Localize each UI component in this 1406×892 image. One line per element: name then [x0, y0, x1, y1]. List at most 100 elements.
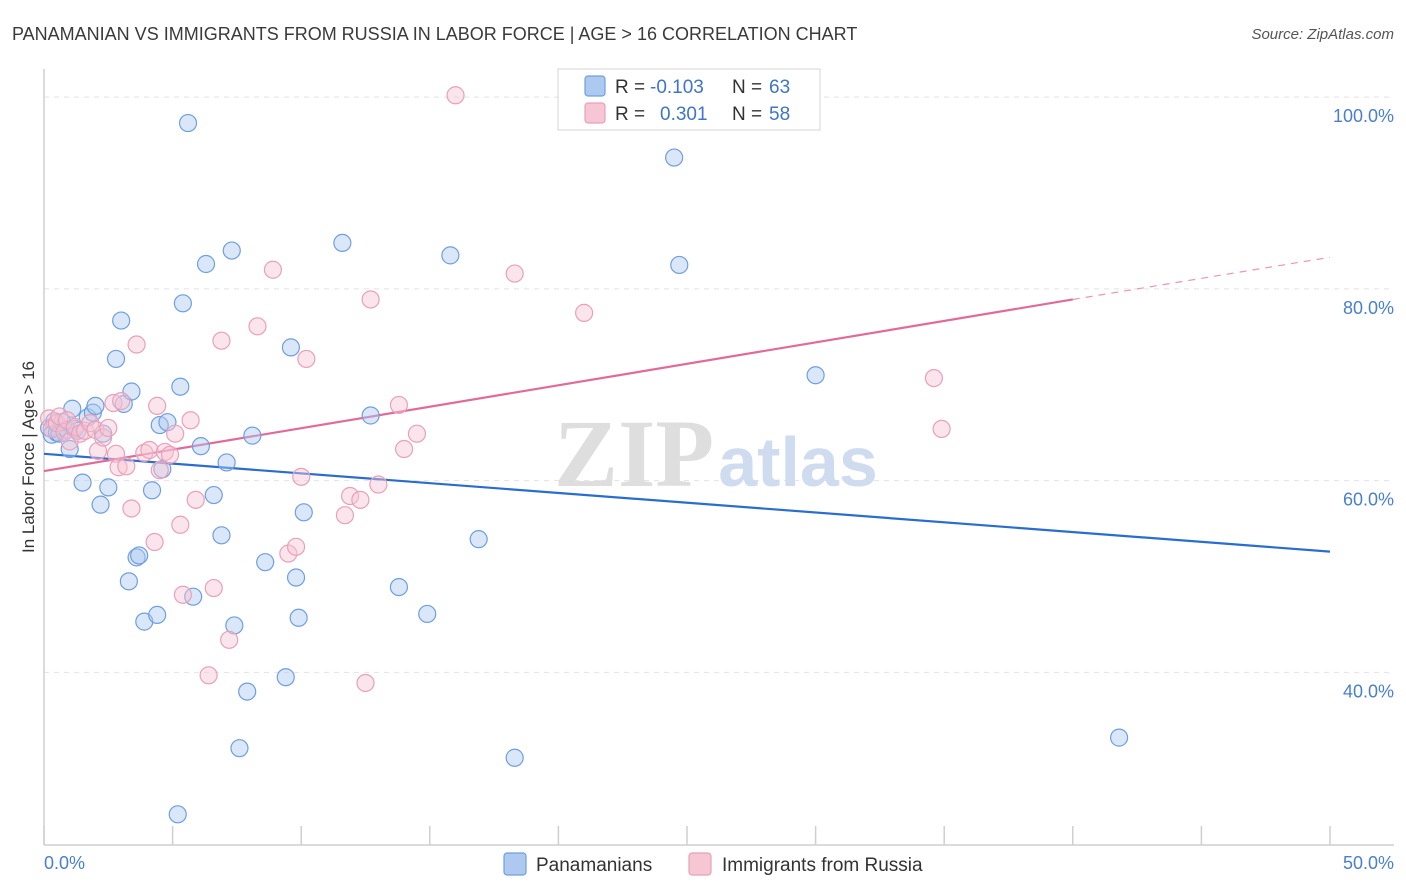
point-series-1-4 — [55, 422, 74, 441]
point-series-0-59 — [670, 255, 689, 275]
point-series-0-57 — [505, 748, 524, 767]
y-axis-label: In Labor Force | Age > 16 — [19, 361, 38, 553]
point-series-1-24 — [145, 532, 164, 552]
trend-line-extension-series-1 — [1072, 256, 1331, 301]
point-series-1-36 — [212, 331, 231, 350]
point-series-1-26 — [150, 461, 169, 480]
legend-r-value-russia: 0.301 — [660, 104, 708, 125]
watermark: ZIP atlas — [554, 400, 878, 507]
point-series-0-22 — [127, 548, 146, 567]
point-series-1-57 — [932, 419, 951, 439]
bottom-legend-label-russia: Immigrants from Russia — [722, 855, 923, 876]
point-series-1-48 — [361, 290, 380, 309]
point-series-0-60 — [806, 366, 825, 385]
point-series-0-30 — [168, 805, 187, 824]
point-series-1-13 — [94, 428, 113, 447]
point-series-0-18 — [112, 311, 131, 330]
point-series-0-25 — [142, 481, 162, 500]
point-series-1-46 — [351, 490, 370, 509]
point-series-0-46 — [276, 668, 295, 687]
trend-line-series-0 — [43, 452, 1331, 553]
chart-source: Source: ZipAtlas.com — [1251, 26, 1394, 43]
point-series-0-56 — [469, 530, 488, 549]
point-series-1-52 — [407, 424, 427, 443]
point-series-1-19 — [117, 457, 136, 476]
legend-swatch-panamanians — [584, 75, 606, 97]
point-series-1-12 — [88, 441, 108, 461]
point-series-1-23 — [140, 440, 159, 460]
point-series-0-55 — [441, 246, 460, 265]
point-series-0-52 — [361, 406, 380, 425]
point-series-0-51 — [333, 233, 352, 253]
point-series-1-30 — [171, 515, 190, 534]
x-axis-ticks — [43, 826, 1331, 845]
point-series-1-22 — [135, 443, 154, 462]
point-series-1-50 — [389, 395, 409, 415]
point-series-0-10 — [73, 473, 92, 492]
point-series-1-45 — [340, 486, 360, 506]
trend-lines — [43, 256, 1331, 553]
y-tick-label-100: 100.0% — [1333, 106, 1394, 126]
point-series-1-29 — [166, 424, 185, 443]
x-tick-label-max: 50.0% — [1343, 853, 1394, 873]
point-series-1-42 — [292, 467, 311, 486]
point-series-1-55 — [575, 303, 594, 322]
point-series-0-31 — [171, 377, 190, 396]
point-series-0-54 — [418, 604, 437, 624]
point-series-0-13 — [86, 396, 105, 415]
point-series-1-32 — [181, 411, 200, 430]
point-series-1-28 — [160, 445, 180, 464]
point-series-0-7 — [60, 439, 79, 459]
point-series-1-41 — [286, 537, 306, 556]
correlation-legend: R = -0.103 N = 63 R = 0.301 N = 58 — [557, 68, 821, 131]
point-series-0-23 — [130, 546, 149, 565]
point-series-1-27 — [155, 442, 174, 462]
point-series-1-38 — [248, 317, 267, 336]
point-series-0-37 — [204, 485, 223, 505]
legend-n-label-russia: N = — [732, 104, 762, 125]
point-series-1-54 — [505, 264, 524, 283]
y-tick-labels: 40.0% 60.0% 80.0% 100.0% — [1333, 106, 1394, 701]
y-tick-label-80: 80.0% — [1343, 298, 1394, 318]
watermark-atlas: atlas — [718, 423, 878, 501]
point-series-0-35 — [191, 437, 210, 456]
point-series-1-17 — [109, 458, 128, 477]
trend-line-series-1 — [43, 298, 1073, 473]
point-series-0-43 — [238, 682, 257, 701]
point-series-0-47 — [281, 338, 301, 357]
point-series-1-14 — [99, 418, 118, 438]
point-series-0-50 — [294, 503, 313, 522]
point-series-0-32 — [173, 294, 192, 313]
point-series-1-25 — [148, 396, 167, 415]
point-series-1-43 — [297, 349, 316, 369]
chart-title: PANAMANIAN VS IMMIGRANTS FROM RUSSIA IN … — [12, 24, 857, 44]
point-series-1-35 — [204, 578, 223, 598]
point-series-0-61 — [1109, 728, 1129, 747]
point-series-0-33 — [178, 113, 198, 133]
watermark-zip: ZIP — [554, 400, 714, 507]
point-series-0-45 — [256, 553, 275, 572]
point-series-0-26 — [148, 605, 167, 625]
bottom-legend: Panamanians Immigrants from Russia — [503, 852, 923, 876]
x-tick-label-min: 0.0% — [44, 853, 85, 873]
point-series-0-49 — [289, 608, 308, 627]
y-tick-label-60: 60.0% — [1343, 490, 1394, 510]
point-series-1-53 — [446, 86, 465, 105]
legend-r-value-panamanians: -0.103 — [650, 77, 704, 98]
point-series-0-44 — [243, 426, 262, 445]
point-series-1-39 — [263, 260, 283, 279]
point-series-0-39 — [217, 453, 236, 472]
point-series-1-18 — [112, 391, 131, 411]
point-series-0-58 — [665, 148, 684, 167]
point-series-1-20 — [122, 499, 141, 518]
legend-n-label-panamanians: N = — [732, 77, 762, 98]
legend-n-value-russia: 58 — [769, 104, 790, 125]
point-series-1-44 — [335, 506, 355, 525]
point-series-1-49 — [369, 475, 388, 494]
data-points — [40, 86, 1129, 824]
point-series-1-37 — [220, 630, 239, 649]
legend-r-label-russia: R = — [615, 104, 645, 125]
gridlines — [44, 96, 1394, 673]
point-series-1-47 — [356, 673, 375, 693]
